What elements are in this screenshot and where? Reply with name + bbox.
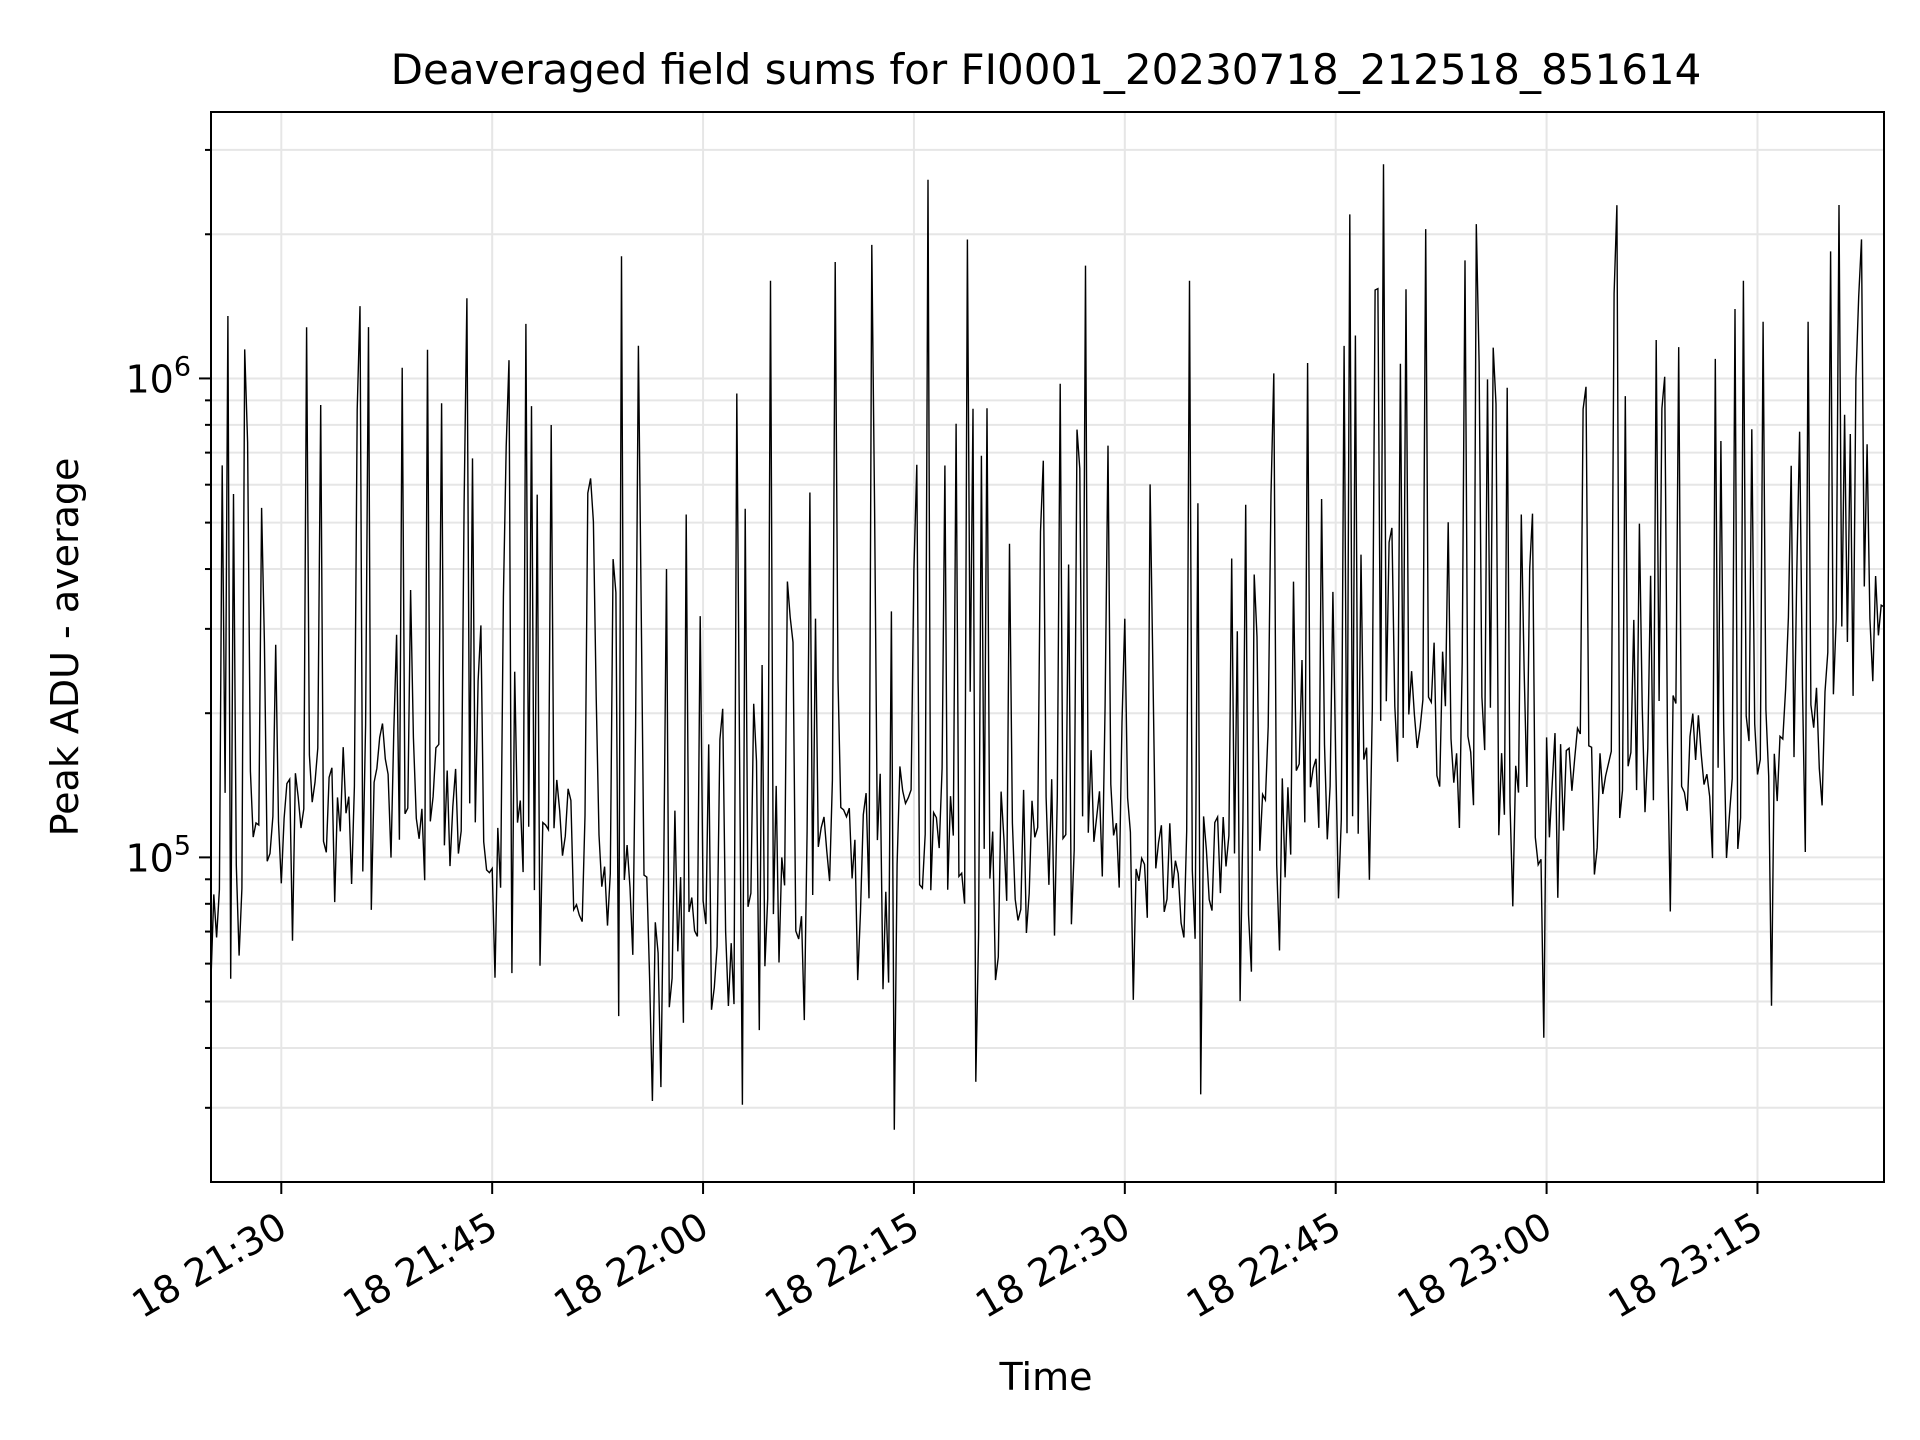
y-tick-label: 106	[125, 351, 191, 401]
y-axis-label: Peak ADU - average	[43, 458, 87, 837]
y-axis: 105 106	[125, 148, 211, 1109]
y-tick-label: 105	[125, 830, 191, 880]
grid	[211, 112, 1884, 1182]
chart-title: Deaveraged field sums for FI0001_2023071…	[391, 45, 1702, 94]
series-line	[210, 164, 1885, 1130]
data-series	[210, 164, 1885, 1130]
plot-frame	[210, 111, 1885, 1183]
x-axis-label: Time	[999, 1355, 1093, 1399]
